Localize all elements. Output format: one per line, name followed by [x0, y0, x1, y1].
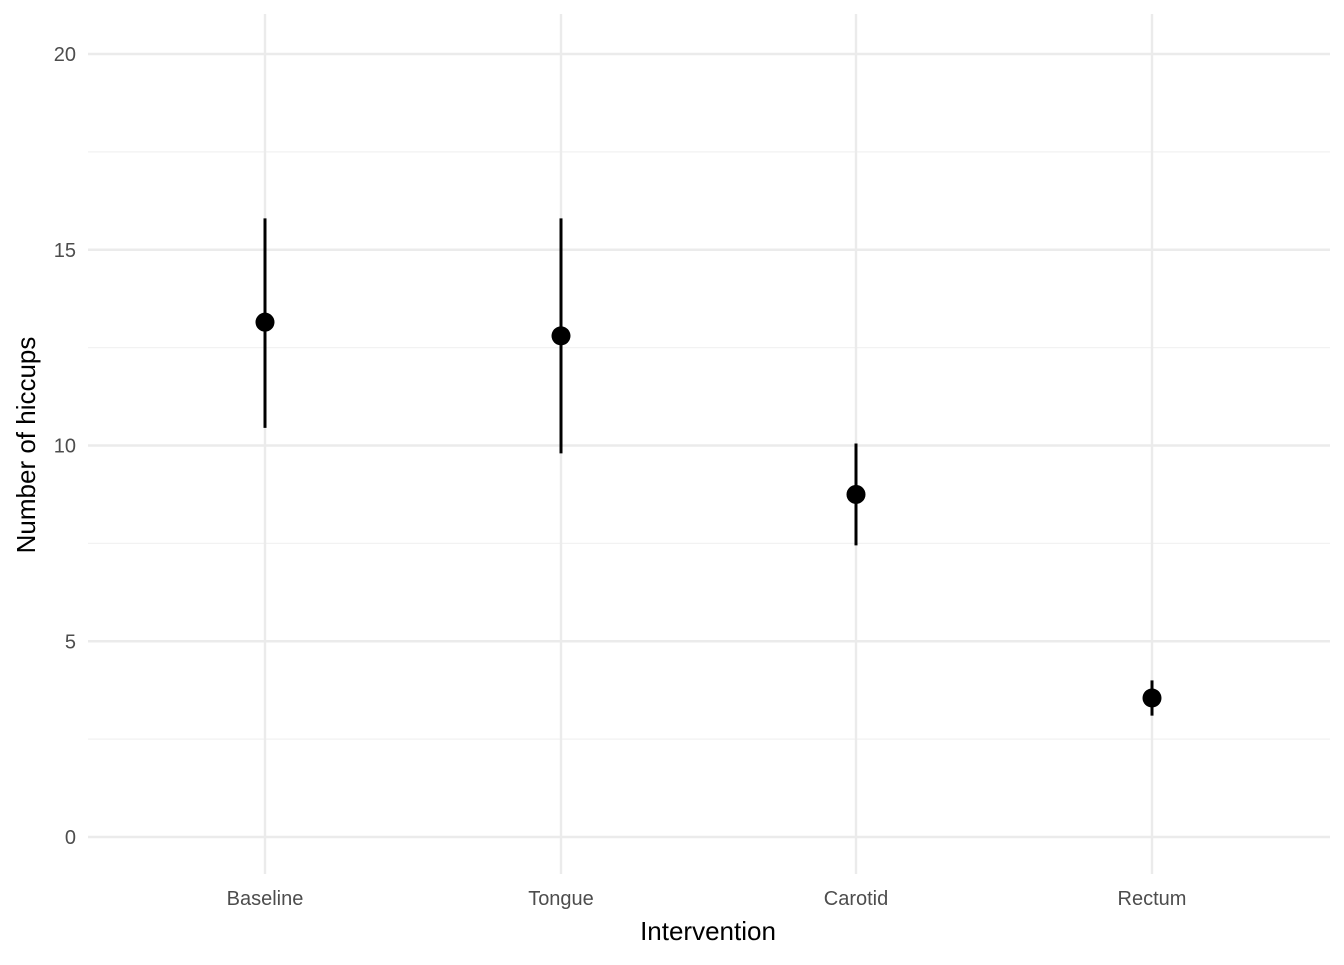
x-tick-label: Carotid [824, 888, 888, 910]
y-tick-labels: 0 5 10 15 20 [54, 44, 76, 849]
x-axis-title: Intervention [640, 916, 776, 946]
y-axis-title: Number of hiccups [11, 337, 41, 554]
data-point [846, 484, 866, 504]
data-point [255, 312, 275, 332]
x-tick-label: Baseline [227, 888, 304, 910]
grid-layer [88, 14, 1330, 874]
data-layer [255, 218, 1162, 716]
y-tick-label: 0 [65, 827, 76, 849]
x-tick-label: Rectum [1118, 888, 1187, 910]
y-tick-label: 10 [54, 436, 76, 458]
x-tick-label: Tongue [528, 888, 594, 910]
x-tick-labels: Baseline Tongue Carotid Rectum [227, 888, 1187, 910]
y-tick-label: 15 [54, 240, 76, 262]
y-tick-label: 5 [65, 631, 76, 653]
data-point [1142, 688, 1162, 708]
y-tick-label: 20 [54, 44, 76, 66]
data-point [551, 326, 571, 346]
